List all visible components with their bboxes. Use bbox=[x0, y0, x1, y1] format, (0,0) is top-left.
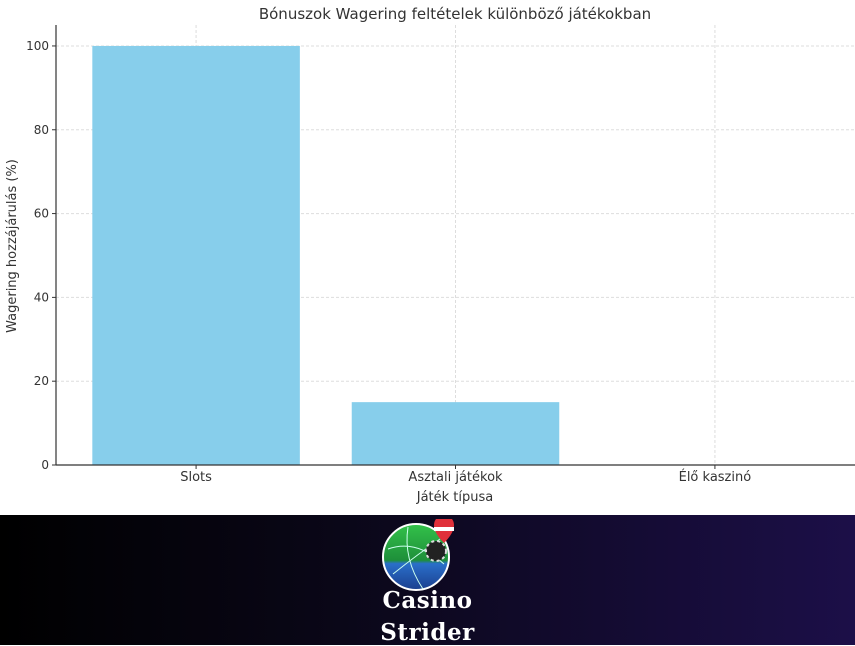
y-tick-label: 80 bbox=[34, 123, 49, 137]
x-axis-label: Játék típusa bbox=[416, 490, 494, 505]
bar-chart: Bónuszok Wagering feltételek különböző j… bbox=[5, 5, 855, 505]
y-tick-label: 0 bbox=[41, 458, 49, 472]
footer-banner: Casino Strider bbox=[0, 515, 855, 646]
x-tick-label: Élő kaszinó bbox=[679, 469, 752, 485]
brand-name-line1: Casino bbox=[382, 587, 473, 614]
y-tick-label: 40 bbox=[34, 290, 49, 304]
chart-title: Bónuszok Wagering feltételek különböző j… bbox=[259, 5, 651, 23]
x-tick-label: Asztali játékok bbox=[408, 470, 503, 485]
bar-slots bbox=[92, 45, 300, 465]
casino-strider-logo-icon bbox=[382, 519, 454, 591]
y-tick-label: 20 bbox=[34, 374, 49, 388]
x-tick-label: Slots bbox=[180, 470, 212, 485]
bar-asztali-játékok bbox=[351, 402, 560, 465]
brand-name-line2: Strider bbox=[380, 619, 475, 646]
y-tick-label: 60 bbox=[34, 207, 49, 221]
y-tick-label: 100 bbox=[26, 39, 49, 53]
y-axis-label: Wagering hozzájárulás (%) bbox=[5, 159, 20, 333]
